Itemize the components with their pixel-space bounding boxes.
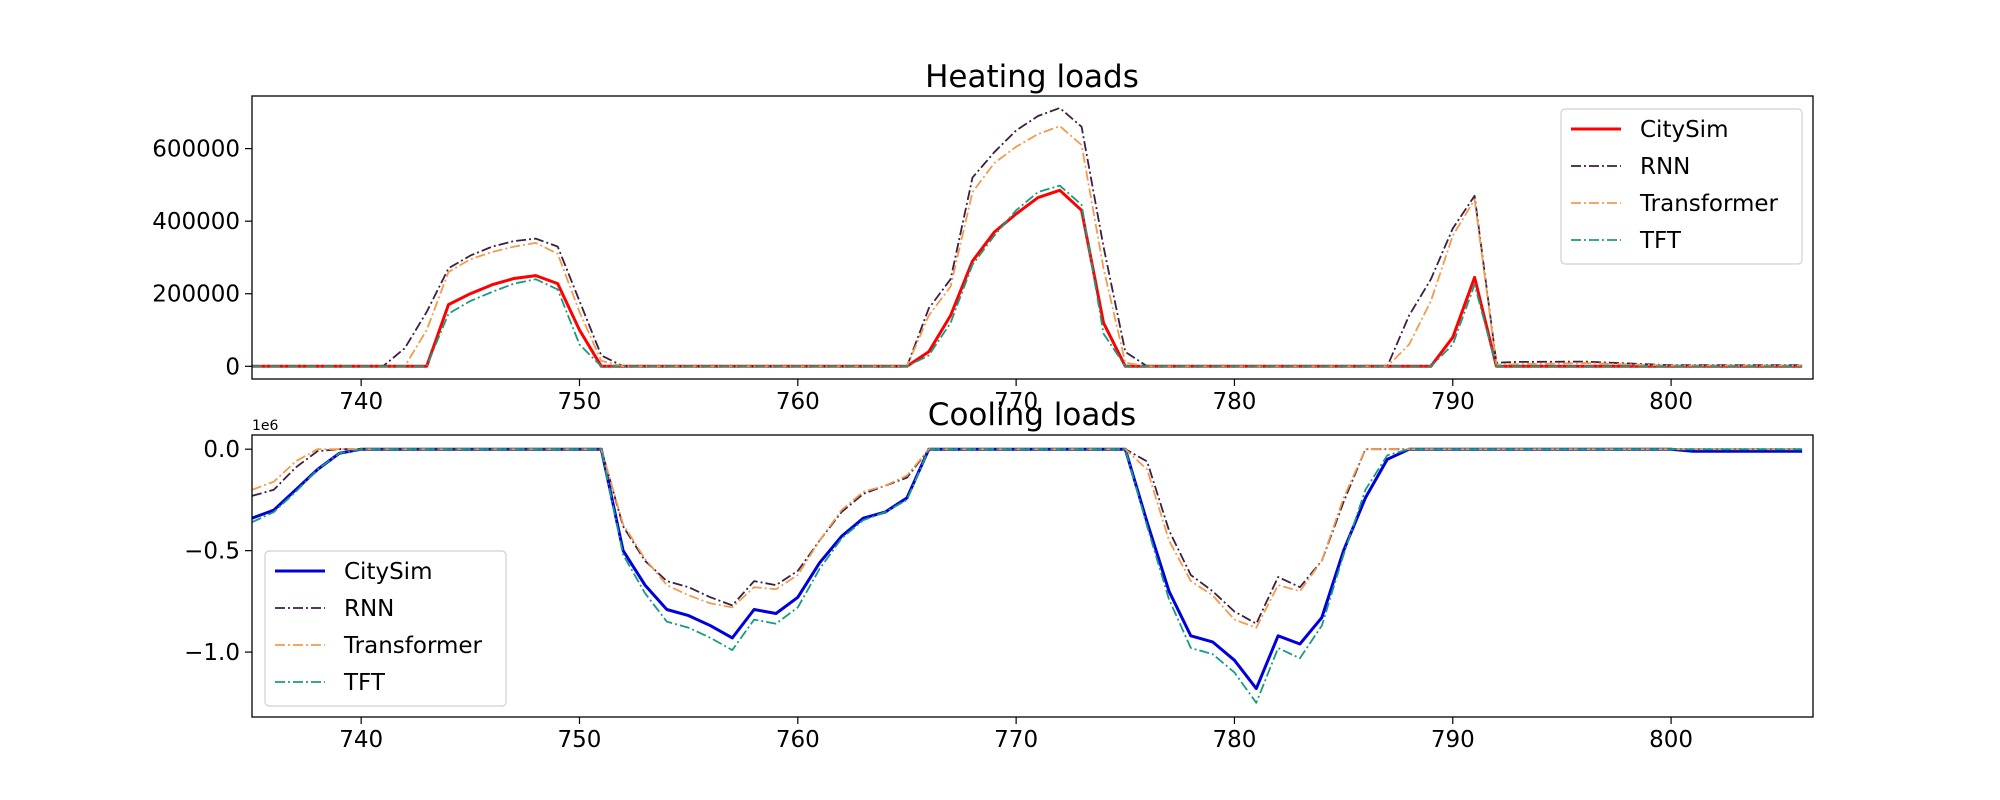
series-line-tft <box>252 184 1803 368</box>
legend: CitySim RNN Transformer TFT <box>1560 108 1803 265</box>
plot-lines <box>252 107 1803 368</box>
plot-lines <box>252 447 1803 704</box>
x-tick-label: 750 <box>558 389 602 415</box>
x-tick-label: 800 <box>1649 389 1693 415</box>
series-line-rnn <box>252 107 1803 368</box>
legend-label-transformer: Transformer <box>343 633 483 659</box>
y-axis-ticks: 0.0 −0.5 −1.0 <box>184 437 252 666</box>
legend-label-citysim: CitySim <box>1640 117 1728 143</box>
series-line-transformer <box>252 125 1803 368</box>
heating-loads-axes: Heating loads 740 750 760 770 780 790 800 0 200… <box>152 59 1814 415</box>
legend-box <box>1560 108 1803 265</box>
y-tick-label: 400000 <box>152 209 240 235</box>
x-tick-label: 800 <box>1649 727 1693 753</box>
legend-label-rnn: RNN <box>344 596 394 622</box>
series-line-transformer <box>252 448 1803 629</box>
x-axis-ticks: 740 750 760 770 780 790 800 <box>339 379 1693 415</box>
y-tick-label: 600000 <box>152 137 240 163</box>
legend-box <box>264 550 507 707</box>
y-axis-ticks: 0 200000 400000 600000 <box>152 137 252 380</box>
x-tick-label: 760 <box>776 727 820 753</box>
cooling-loads-axes: Cooling loads 1e6 740 750 760 770 780 790 800 … <box>184 397 1814 753</box>
series-line-tft <box>252 448 1803 704</box>
x-tick-label: 790 <box>1431 727 1475 753</box>
chart-title: Heating loads <box>925 59 1139 95</box>
x-tick-label: 780 <box>1212 389 1256 415</box>
x-tick-label: 780 <box>1212 727 1256 753</box>
y-tick-label: −1.0 <box>184 640 240 666</box>
y-axis-offset-label: 1e6 <box>252 418 279 434</box>
chart-title: Cooling loads <box>928 397 1136 433</box>
legend-label-transformer: Transformer <box>1639 191 1779 217</box>
x-tick-label: 770 <box>994 727 1038 753</box>
y-tick-label: 0.0 <box>203 437 240 463</box>
x-tick-label: 790 <box>1431 389 1475 415</box>
legend-label-citysim: CitySim <box>344 559 432 585</box>
legend-label-tft: TFT <box>343 670 386 696</box>
x-tick-label: 740 <box>339 389 383 415</box>
y-tick-label: 0 <box>225 354 240 380</box>
legend: CitySim RNN Transformer TFT <box>264 550 507 707</box>
y-tick-label: −0.5 <box>184 539 240 565</box>
legend-label-rnn: RNN <box>1640 154 1690 180</box>
y-tick-label: 200000 <box>152 282 240 308</box>
x-tick-label: 750 <box>558 727 602 753</box>
x-tick-label: 770 <box>994 389 1038 415</box>
axes-frame <box>251 434 1814 718</box>
x-tick-label: 740 <box>339 727 383 753</box>
x-axis-ticks: 740 750 760 770 780 790 800 <box>339 717 1693 753</box>
legend-label-tft: TFT <box>1639 228 1682 254</box>
axes-frame <box>251 95 1814 380</box>
x-tick-label: 760 <box>776 389 820 415</box>
